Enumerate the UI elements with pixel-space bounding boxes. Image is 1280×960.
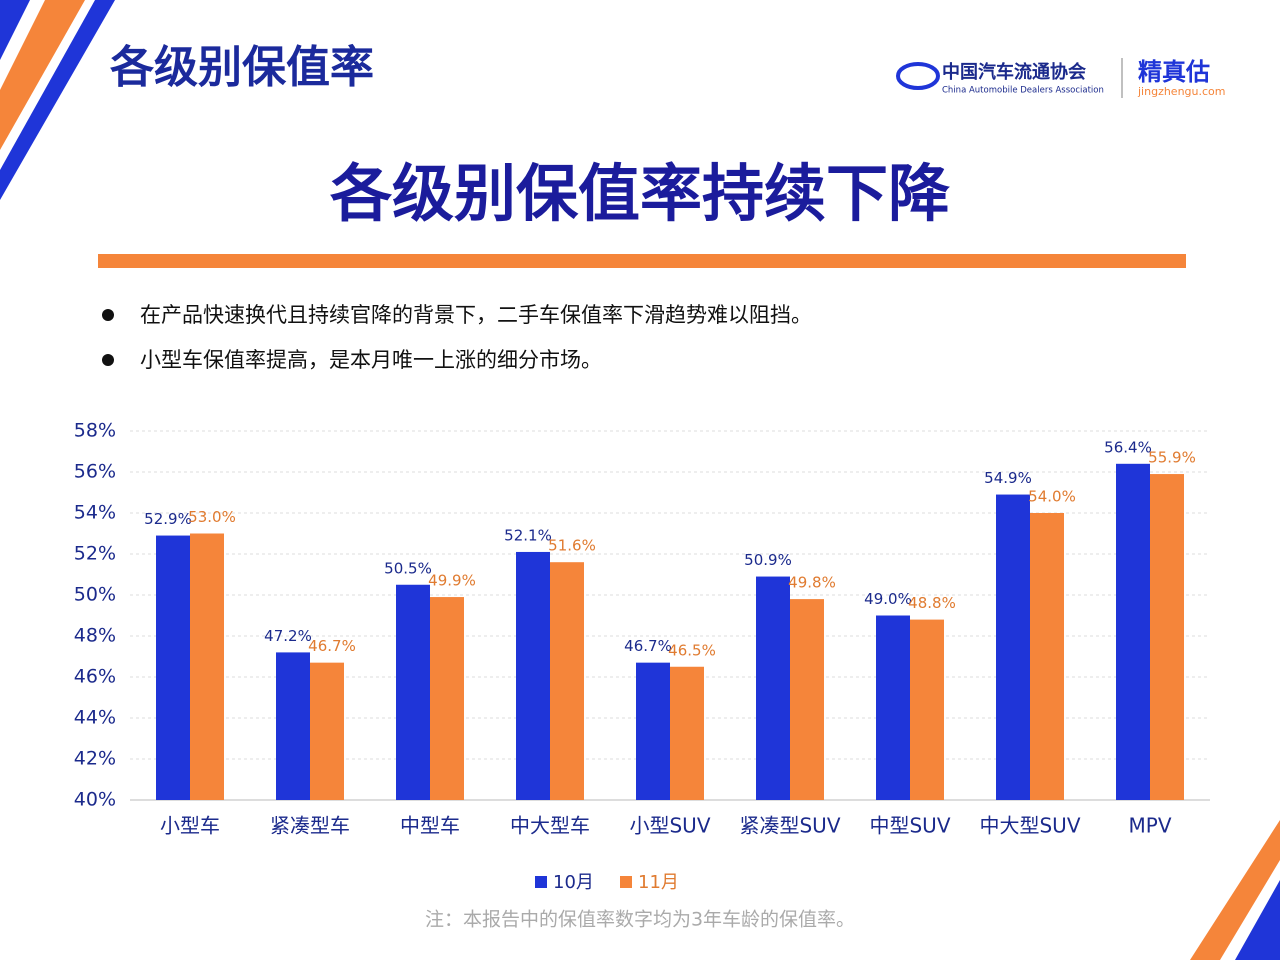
data-label: 49.0%: [864, 590, 912, 608]
bar: [1030, 513, 1064, 800]
data-label: 53.0%: [188, 508, 236, 526]
y-tick-label: 42%: [74, 748, 116, 770]
x-tick-label: 中大型SUV: [979, 814, 1080, 838]
x-tick-label: 小型车: [160, 814, 220, 838]
data-label: 48.8%: [908, 594, 956, 612]
headline: 各级别保值率持续下降: [330, 157, 950, 230]
legend-swatch: [620, 876, 632, 888]
data-label: 46.5%: [668, 641, 716, 659]
data-label: 46.7%: [308, 637, 356, 655]
data-label: 49.9%: [428, 572, 476, 590]
data-label: 52.9%: [144, 510, 192, 528]
y-tick-label: 56%: [74, 461, 116, 483]
bar: [790, 599, 824, 800]
data-label: 52.1%: [504, 526, 552, 544]
data-label: 54.9%: [984, 469, 1032, 487]
bar: [756, 576, 790, 800]
bar: [1150, 474, 1184, 800]
org-name-en: China Automobile Dealers Association: [942, 86, 1104, 96]
data-label: 49.8%: [788, 574, 836, 592]
bullet: 在产品快速换代且持续官降的背景下，二手车保值率下滑趋势难以阻挡。: [140, 303, 812, 327]
x-tick-label: MPV: [1129, 814, 1172, 838]
decor: [0, 0, 85, 150]
data-label: 56.4%: [1104, 438, 1152, 456]
data-label: 54.0%: [1028, 488, 1076, 506]
bar: [156, 535, 190, 800]
bar: [550, 562, 584, 800]
bullet-dot: [102, 354, 114, 366]
bar: [636, 662, 670, 800]
logo-icon: [896, 62, 940, 90]
x-tick-label: 小型SUV: [629, 814, 710, 838]
footnote: 注：本报告中的保值率数字均为3年车龄的保值率。: [425, 909, 855, 931]
headline-rule: [98, 254, 1186, 268]
x-tick-label: 中型车: [400, 814, 460, 838]
legend-label: 11月: [638, 872, 679, 893]
bar: [996, 494, 1030, 800]
data-label: 50.5%: [384, 559, 432, 577]
bar: [910, 619, 944, 800]
bullet-dot: [102, 309, 114, 321]
bar: [276, 652, 310, 800]
x-tick-label: 紧凑型SUV: [739, 814, 840, 838]
decor: [1235, 880, 1280, 960]
bullet: 小型车保值率提高，是本月唯一上涨的细分市场。: [140, 348, 602, 372]
x-tick-label: 中大型车: [510, 814, 590, 838]
org-name: 中国汽车流通协会: [942, 61, 1086, 83]
y-tick-label: 54%: [74, 502, 116, 524]
bar: [190, 533, 224, 800]
y-tick-label: 52%: [74, 543, 116, 565]
data-label: 50.9%: [744, 551, 792, 569]
y-tick-label: 46%: [74, 666, 116, 688]
data-label: 51.6%: [548, 537, 596, 555]
y-tick-label: 48%: [74, 625, 116, 647]
bar: [310, 662, 344, 800]
bar: [430, 597, 464, 800]
bar: [670, 666, 704, 800]
brand-url: jingzhengu.com: [1137, 85, 1226, 98]
legend-label: 10月: [553, 872, 594, 893]
y-tick-label: 40%: [74, 789, 116, 811]
y-tick-label: 58%: [74, 420, 116, 442]
y-tick-label: 50%: [74, 584, 116, 606]
bar: [876, 615, 910, 800]
decor: [0, 0, 115, 200]
decor: [1190, 820, 1280, 960]
y-tick-label: 44%: [74, 707, 116, 729]
data-label: 46.7%: [624, 637, 672, 655]
header-title: 各级别保值率: [110, 42, 374, 93]
data-label: 47.2%: [264, 627, 312, 645]
legend-swatch: [535, 876, 547, 888]
bar: [396, 584, 430, 800]
data-label: 55.9%: [1148, 449, 1196, 467]
decor: [0, 0, 30, 60]
brand: 精真估: [1138, 58, 1210, 86]
x-tick-label: 紧凑型车: [270, 814, 350, 838]
chart: 40% 42% 44% 46% 48% 50% 52% 54% 56% 58% 小型车 52.9%53…: [74, 420, 1210, 893]
bar: [1116, 463, 1150, 800]
x-tick-label: 中型SUV: [869, 814, 950, 838]
bar: [516, 551, 550, 800]
